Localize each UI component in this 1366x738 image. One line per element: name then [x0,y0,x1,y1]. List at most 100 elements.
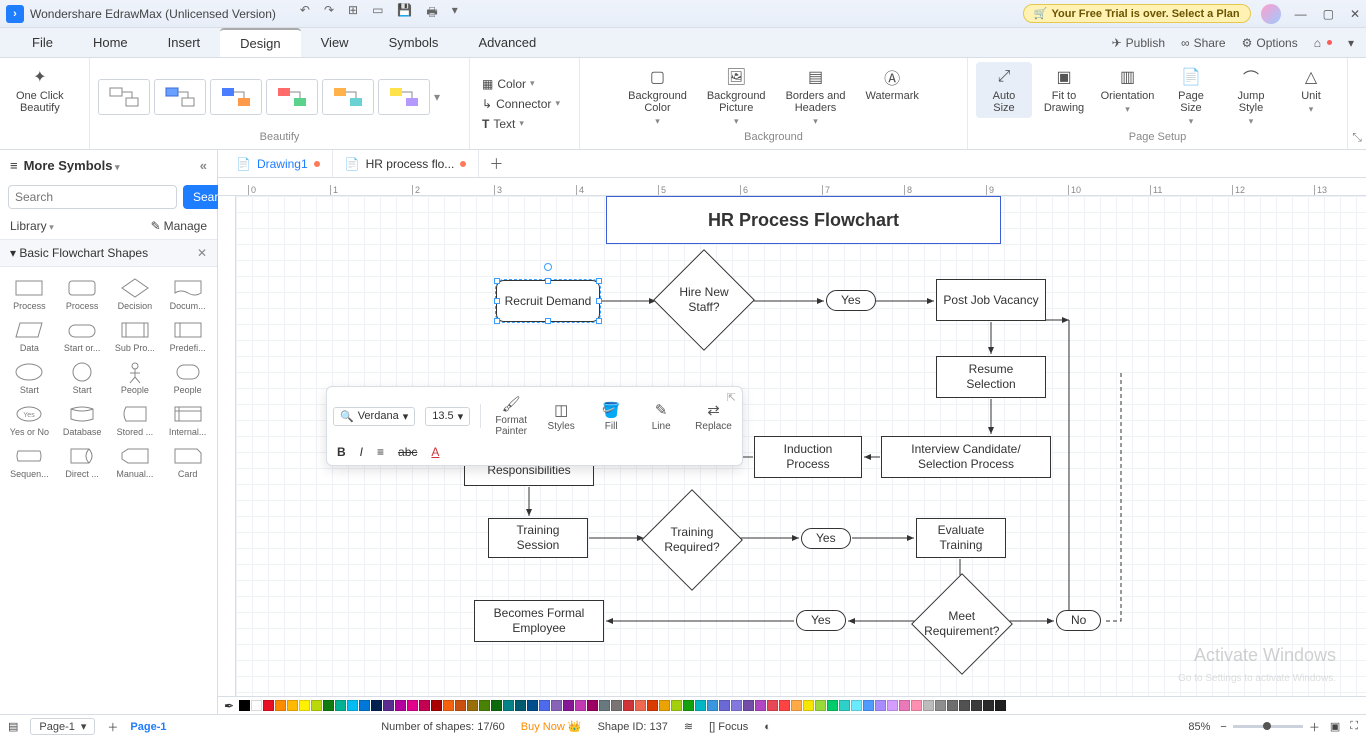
shape-yesorno[interactable]: YesYes or No [4,399,55,439]
layers-icon[interactable]: ≋ [684,720,693,733]
color-swatch[interactable] [671,700,682,711]
color-swatch[interactable] [335,700,346,711]
color-dropdown[interactable]: ▦ Color [478,75,539,93]
color-swatch[interactable] [803,700,814,711]
shape-stored[interactable]: Stored ... [110,399,161,439]
color-swatch[interactable] [587,700,598,711]
node-yes1[interactable]: Yes [826,290,876,311]
font-color-button[interactable]: A [431,445,439,459]
node-resume[interactable]: Resume Selection [936,356,1046,398]
color-swatch[interactable] [707,700,718,711]
category-close-icon[interactable]: ✕ [197,246,207,260]
background-color-button[interactable]: ▢Background Color [620,62,695,131]
eyedropper-icon[interactable]: ✒ [224,699,234,713]
add-tab-button[interactable]: ＋ [479,154,513,174]
style-preset-4[interactable] [266,79,318,115]
node-recruit[interactable]: Recruit Demand [496,280,600,322]
color-swatch[interactable] [611,700,622,711]
color-swatch[interactable] [755,700,766,711]
library-dropdown[interactable]: Library [10,219,54,233]
view-mode-icon[interactable]: ◐ [764,721,771,733]
save-icon[interactable]: 💾 [397,3,412,24]
line-button[interactable]: ✎Line [641,399,681,434]
color-swatch[interactable] [503,700,514,711]
shape-card[interactable]: Card [162,441,213,481]
color-swatch[interactable] [359,700,370,711]
color-swatch[interactable] [743,700,754,711]
add-page-button[interactable]: ＋ [107,719,118,735]
node-eval[interactable]: Evaluate Training [916,518,1006,558]
color-swatch[interactable] [311,700,322,711]
node-title[interactable]: HR Process Flowchart [606,196,1001,244]
color-swatch[interactable] [851,700,862,711]
doc-tab-hr-process[interactable]: 📄 HR process flo... [333,150,480,177]
symbol-search-input[interactable] [8,185,177,209]
color-swatch[interactable] [887,700,898,711]
format-painter-button[interactable]: 🖌Format Painter [491,393,531,439]
color-swatch[interactable] [371,700,382,711]
color-swatch[interactable] [599,700,610,711]
share-button[interactable]: ∞ Share [1181,36,1226,50]
node-induct[interactable]: Induction Process [754,436,862,478]
color-swatch[interactable] [251,700,262,711]
current-page-label[interactable]: Page-1 [130,721,166,733]
maximize-icon[interactable]: ▢ [1323,7,1334,21]
shape-decision[interactable]: Decision [110,273,161,313]
color-swatch[interactable] [899,700,910,711]
style-preset-3[interactable] [210,79,262,115]
shape-direct[interactable]: Direct ... [57,441,108,481]
color-swatch[interactable] [431,700,442,711]
color-swatch[interactable] [959,700,970,711]
color-swatch[interactable] [515,700,526,711]
color-swatch[interactable] [983,700,994,711]
color-swatch[interactable] [731,700,742,711]
color-swatch[interactable] [419,700,430,711]
menu-view[interactable]: View [301,28,369,57]
fullscreen-icon[interactable]: ⛶ [1350,720,1358,733]
style-preset-5[interactable] [322,79,374,115]
styles-button[interactable]: ◫Styles [541,399,581,434]
style-more-icon[interactable]: ▾ [434,90,450,104]
color-swatch[interactable] [719,700,730,711]
font-size-select[interactable]: 13.5 ▾ [425,407,470,426]
shape-database[interactable]: Database [57,399,108,439]
zoom-slider[interactable] [1233,725,1303,728]
user-avatar-icon[interactable] [1261,4,1281,24]
color-swatch[interactable] [659,700,670,711]
collapse-panel-icon[interactable]: « [200,158,207,173]
color-swatch[interactable] [695,700,706,711]
auto-size-button[interactable]: ⤢Auto Size [976,62,1032,118]
menu-home[interactable]: Home [73,28,148,57]
color-swatch[interactable] [239,700,250,711]
color-swatch[interactable] [527,700,538,711]
color-swatch[interactable] [971,700,982,711]
fit-drawing-button[interactable]: ▣Fit to Drawing [1036,62,1092,118]
color-swatch[interactable] [839,700,850,711]
color-swatch[interactable] [923,700,934,711]
pin-icon[interactable]: ⇱ [727,391,736,404]
shape-process[interactable]: Process [57,273,108,313]
color-swatch[interactable] [815,700,826,711]
color-swatch[interactable] [995,700,1006,711]
color-swatch[interactable] [863,700,874,711]
shape-startor[interactable]: Start or... [57,315,108,355]
buy-now-link[interactable]: Buy Now 👑 [521,720,582,733]
color-swatch[interactable] [287,700,298,711]
color-swatch[interactable] [347,700,358,711]
color-swatch[interactable] [263,700,274,711]
color-swatch[interactable] [947,700,958,711]
shape-predefi[interactable]: Predefi... [162,315,213,355]
shape-process[interactable]: Process [4,273,55,313]
more-qa-icon[interactable]: ▾ [452,3,458,24]
color-swatch[interactable] [275,700,286,711]
color-swatch[interactable] [827,700,838,711]
zoom-out-button[interactable]: − [1220,721,1226,733]
minimize-icon[interactable]: — [1295,7,1307,21]
color-swatch[interactable] [407,700,418,711]
color-swatch[interactable] [791,700,802,711]
color-swatch[interactable] [575,700,586,711]
fill-button[interactable]: 🪣Fill [591,399,631,434]
zoom-in-button[interactable]: ＋ [1309,719,1320,735]
doc-tab-drawing1[interactable]: 📄 Drawing1 [224,150,333,177]
menu-file[interactable]: File [12,28,73,57]
